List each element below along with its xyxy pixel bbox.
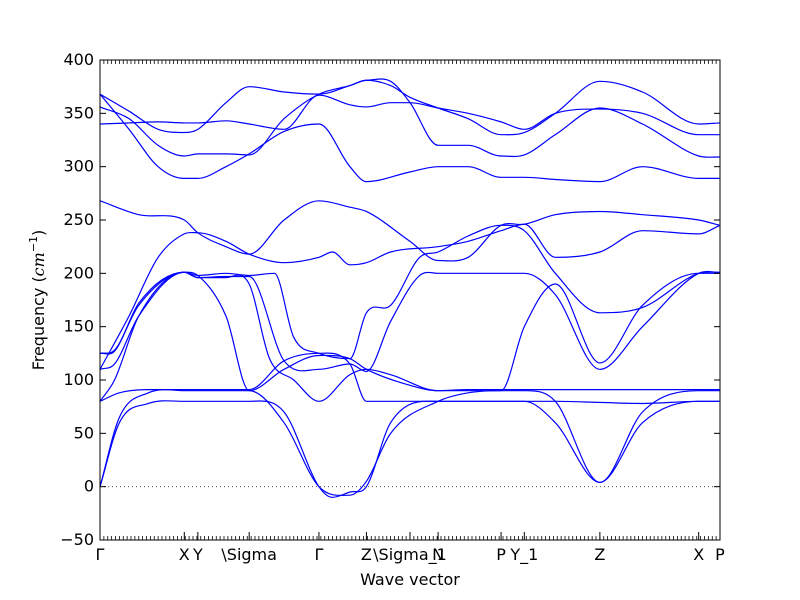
- phonon-branch-12: [100, 79, 720, 136]
- y-tick-label: 400: [63, 50, 94, 69]
- y-axis-label-prefix: Frequency (: [29, 276, 48, 370]
- y-tick-label: 200: [63, 263, 94, 282]
- x-tick-label: Y: [192, 545, 203, 564]
- x-tick-label: Γ: [314, 545, 323, 564]
- x-tick-label: X: [179, 545, 190, 564]
- y-tick-label: 100: [63, 370, 94, 389]
- phonon-branch-1: [100, 400, 720, 498]
- series-layer: [100, 78, 720, 498]
- phonon-branch-3: [100, 352, 720, 405]
- y-tick-label: 250: [63, 210, 94, 229]
- y-axis-label: Frequency (cm−1): [27, 230, 48, 371]
- x-tick-label: \Sigma_1: [373, 545, 447, 565]
- y-tick-label: 300: [63, 157, 94, 176]
- phonon-branch-6: [100, 270, 720, 373]
- x-tick-label: P: [496, 545, 506, 564]
- phonon-branch-11: [100, 78, 720, 158]
- y-axis-label-suffix: ): [29, 230, 48, 236]
- y-tick-label: 0: [84, 477, 94, 496]
- x-tick-label: N: [432, 545, 444, 564]
- x-tick-label: Z: [361, 545, 372, 564]
- phonon-branch-8: [100, 200, 720, 262]
- x-tick-label: \Sigma: [221, 545, 277, 564]
- x-axis-label: Wave vector: [360, 570, 460, 589]
- phonon-branch-2: [100, 389, 720, 496]
- x-tick-label: Γ: [96, 545, 105, 564]
- phonon-branch-13: [100, 94, 720, 136]
- phonon-branch-5: [100, 271, 720, 402]
- y-tick-label: 350: [63, 103, 94, 122]
- phonon-branch-10: [100, 93, 720, 183]
- x-tick-label: X: [693, 545, 704, 564]
- phonon-branch-9: [100, 223, 720, 370]
- y-axis-label-unit: cm: [29, 252, 48, 276]
- x-tick-label: Y_1: [509, 545, 538, 565]
- y-tick-label: 50: [74, 423, 94, 442]
- x-tick-label: P: [715, 545, 725, 564]
- y-tick-label: 150: [63, 317, 94, 336]
- x-axis: Γ X Y \Sigma Γ Z \Sigma_1N P Y_1 Z X P: [96, 532, 725, 565]
- y-axis: −50 0 50 100 150 200 250 300 350 400: [60, 50, 720, 549]
- minor-x-ticks: [99, 60, 721, 540]
- y-tick-label: −50: [60, 530, 94, 549]
- phonon-branch-7: [100, 224, 720, 360]
- y-axis-label-exponent: −1: [27, 236, 40, 252]
- x-tick-label: Z: [594, 545, 605, 564]
